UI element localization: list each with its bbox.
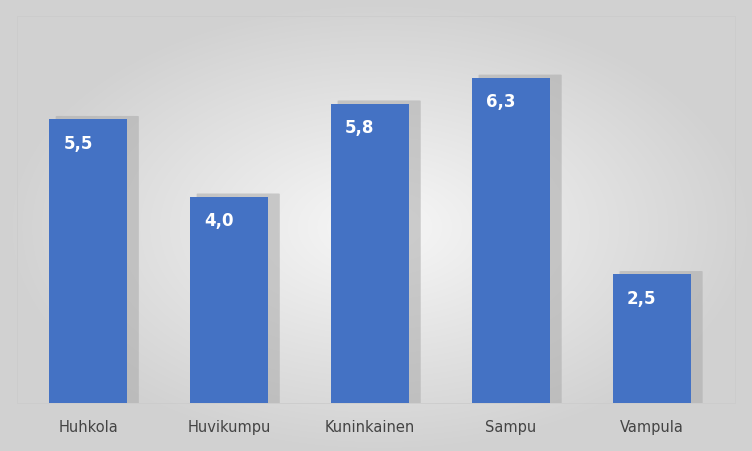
Text: 5,8: 5,8 xyxy=(345,119,374,137)
Text: 6,3: 6,3 xyxy=(486,93,516,111)
Text: 2,5: 2,5 xyxy=(627,289,656,307)
Bar xyxy=(472,78,550,404)
Text: 5,5: 5,5 xyxy=(63,134,92,152)
FancyBboxPatch shape xyxy=(478,75,562,411)
Bar xyxy=(613,275,690,404)
FancyBboxPatch shape xyxy=(620,272,702,411)
FancyBboxPatch shape xyxy=(56,117,139,411)
Bar xyxy=(331,104,409,404)
FancyBboxPatch shape xyxy=(338,101,421,411)
FancyBboxPatch shape xyxy=(196,194,280,411)
Bar xyxy=(50,120,127,404)
Bar xyxy=(190,197,268,404)
Text: 4,0: 4,0 xyxy=(205,212,234,230)
